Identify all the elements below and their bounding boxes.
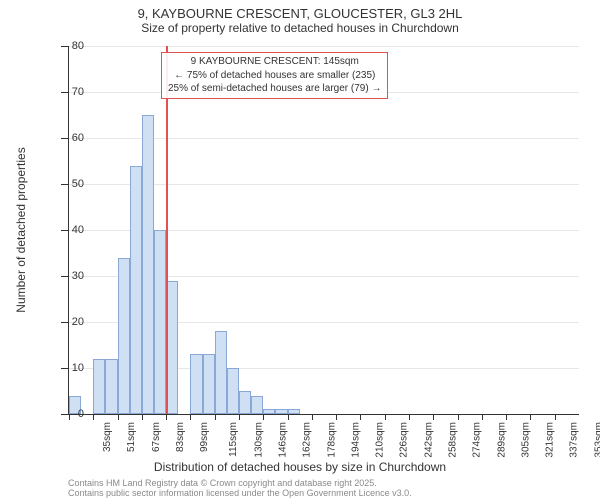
histogram-bar [130,166,142,414]
x-tick [409,414,410,420]
y-tick-label: 0 [54,408,84,420]
x-tick-label: 83sqm [175,422,186,452]
x-tick [482,414,483,420]
x-tick-label: 258sqm [448,422,459,458]
x-tick-label: 178sqm [326,422,337,458]
annotation-box: 9 KAYBOURNE CRESCENT: 145sqm← 75% of det… [161,52,388,99]
annotation-line: ← 75% of detached houses are smaller (23… [168,69,381,83]
x-tick-label: 242sqm [423,422,434,458]
histogram-bar [275,409,287,414]
x-tick [166,414,167,420]
footer-line-1: Contains HM Land Registry data © Crown c… [68,478,412,488]
y-tick-label: 40 [54,224,84,236]
x-tick-label: 226sqm [399,422,410,458]
y-tick-label: 10 [54,362,84,374]
x-tick-label: 321sqm [545,422,556,458]
x-tick [263,414,264,420]
x-tick [312,414,313,420]
x-tick [142,414,143,420]
reference-line [166,46,168,414]
x-tick [239,414,240,420]
x-tick-label: 274sqm [472,422,483,458]
grid-line [69,46,579,47]
x-tick-label: 194sqm [350,422,361,458]
x-tick [93,414,94,420]
x-tick-label: 35sqm [102,422,113,452]
x-tick-label: 51sqm [126,422,137,452]
histogram-bar [154,230,166,414]
annotation-line: 25% of semi-detached houses are larger (… [168,82,381,96]
y-tick-label: 20 [54,316,84,328]
x-tick-label: 305sqm [520,422,531,458]
chart-subtitle: Size of property relative to detached ho… [0,21,600,35]
x-tick [118,414,119,420]
x-tick [433,414,434,420]
footer-note: Contains HM Land Registry data © Crown c… [68,478,412,499]
histogram-bar [203,354,215,414]
y-tick-label: 50 [54,178,84,190]
x-tick [506,414,507,420]
chart-title: 9, KAYBOURNE CRESCENT, GLOUCESTER, GL3 2… [0,6,600,21]
x-tick [336,414,337,420]
histogram-bar [263,409,275,414]
histogram-bar [118,258,130,414]
footer-line-2: Contains public sector information licen… [68,488,412,498]
x-tick-label: 210sqm [375,422,386,458]
y-axis-title: Number of detached properties [14,147,28,312]
x-axis-title: Distribution of detached houses by size … [0,460,600,474]
annotation-line: 9 KAYBOURNE CRESCENT: 145sqm [168,55,381,69]
y-tick-label: 80 [54,40,84,52]
histogram-bar [105,359,117,414]
y-tick-label: 30 [54,270,84,282]
x-tick [555,414,556,420]
x-tick [530,414,531,420]
x-tick-label: 289sqm [496,422,507,458]
x-tick [190,414,191,420]
x-tick [458,414,459,420]
x-tick-label: 353sqm [593,422,600,458]
histogram-bar [227,368,239,414]
x-tick [385,414,386,420]
chart-plot-area: 9 KAYBOURNE CRESCENT: 145sqm← 75% of det… [68,46,579,415]
histogram-bar [93,359,105,414]
histogram-bar [239,391,251,414]
x-tick [288,414,289,420]
x-tick-label: 115sqm [228,422,239,457]
x-tick-label: 130sqm [253,422,264,458]
x-tick-label: 146sqm [278,422,289,458]
x-tick-label: 67sqm [151,422,162,452]
x-tick-label: 337sqm [569,422,580,458]
histogram-bar [251,396,263,414]
x-tick-label: 99sqm [199,422,210,452]
histogram-bar [142,115,154,414]
histogram-bar [288,409,300,414]
y-tick-label: 60 [54,132,84,144]
y-tick-label: 70 [54,86,84,98]
x-tick-label: 162sqm [302,422,313,458]
x-tick [215,414,216,420]
x-tick [360,414,361,420]
histogram-bar [190,354,202,414]
histogram-bar [215,331,227,414]
